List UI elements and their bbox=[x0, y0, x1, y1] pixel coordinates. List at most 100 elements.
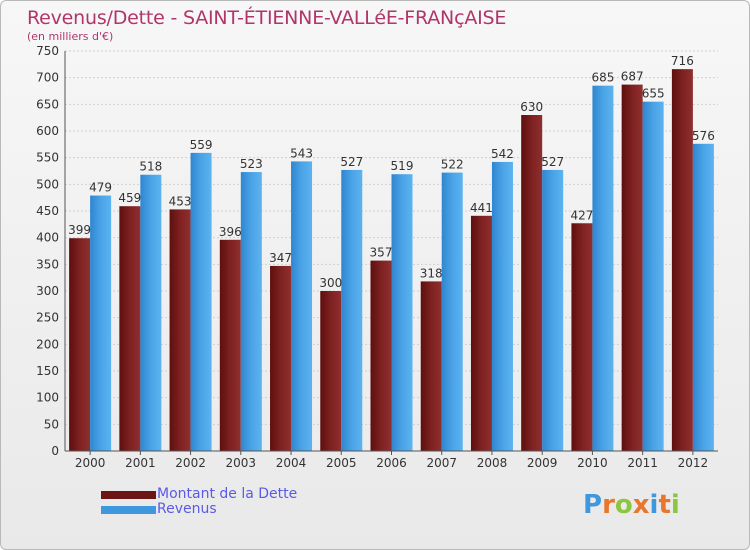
data-label-revenus: 479 bbox=[89, 181, 112, 195]
x-tick-label: 2002 bbox=[175, 456, 206, 470]
logo-letter: x bbox=[632, 490, 650, 520]
data-label-revenus: 685 bbox=[591, 71, 614, 85]
bar-dette bbox=[119, 206, 141, 451]
x-tick-label: 2006 bbox=[376, 456, 407, 470]
data-label-revenus: 543 bbox=[290, 146, 313, 160]
y-tick-label: 400 bbox=[36, 231, 59, 245]
data-label-dette: 300 bbox=[319, 276, 342, 290]
bar-revenus bbox=[592, 85, 614, 452]
x-tick-label: 2004 bbox=[276, 456, 307, 470]
bar-revenus bbox=[441, 172, 463, 451]
bar-dette bbox=[270, 265, 292, 451]
bar-revenus bbox=[140, 174, 162, 451]
bars-layer bbox=[69, 69, 714, 452]
y-tick-label: 250 bbox=[36, 311, 59, 325]
y-tick-label: 700 bbox=[36, 71, 59, 85]
bar-dette bbox=[320, 291, 342, 451]
x-tick-label: 2010 bbox=[577, 456, 608, 470]
legend-label-revenus: Revenus bbox=[157, 501, 217, 517]
data-label-dette: 357 bbox=[370, 246, 393, 260]
data-label-dette: 396 bbox=[219, 225, 242, 239]
logo-letter: P bbox=[583, 490, 603, 520]
y-tick-label: 150 bbox=[36, 364, 59, 378]
x-tick-label: 2008 bbox=[477, 456, 508, 470]
bar-revenus bbox=[542, 169, 564, 451]
legend-swatch-revenus bbox=[101, 506, 156, 514]
data-label-dette: 459 bbox=[118, 191, 141, 205]
data-label-revenus: 519 bbox=[391, 159, 414, 173]
x-tick-label: 2003 bbox=[226, 456, 257, 470]
data-label-dette: 716 bbox=[671, 54, 694, 68]
x-tick-label: 2012 bbox=[678, 456, 709, 470]
y-tick-label: 350 bbox=[36, 257, 59, 271]
data-label-revenus: 559 bbox=[190, 138, 213, 152]
bar-dette bbox=[219, 239, 241, 451]
data-label-dette: 441 bbox=[470, 201, 493, 215]
data-label-dette: 399 bbox=[68, 223, 91, 237]
data-label-revenus: 542 bbox=[491, 147, 514, 161]
bar-dette bbox=[521, 115, 543, 451]
bar-revenus bbox=[341, 169, 363, 451]
bar-dette bbox=[671, 69, 693, 451]
bar-dette bbox=[621, 84, 643, 451]
bar-dette bbox=[470, 215, 492, 451]
data-label-dette: 347 bbox=[269, 251, 292, 265]
y-tick-label: 750 bbox=[36, 44, 59, 58]
data-label-revenus: 523 bbox=[240, 157, 263, 171]
data-label-dette: 318 bbox=[420, 266, 443, 280]
x-tick-label: 2009 bbox=[527, 456, 558, 470]
x-tick-label: 2011 bbox=[627, 456, 658, 470]
data-label-dette: 687 bbox=[621, 70, 644, 84]
logo-letter: r bbox=[602, 490, 615, 520]
y-tick-label: 0 bbox=[51, 444, 59, 458]
x-tick-label: 2001 bbox=[125, 456, 156, 470]
data-label-dette: 630 bbox=[520, 100, 543, 114]
bar-dette bbox=[370, 260, 392, 451]
data-label-revenus: 518 bbox=[139, 160, 162, 174]
bar-revenus bbox=[291, 161, 313, 451]
logo-letter: i bbox=[670, 490, 680, 520]
bar-revenus bbox=[240, 172, 262, 452]
data-label-revenus: 576 bbox=[692, 129, 715, 143]
chart-title: Revenus/Dette - SAINT-ÉTIENNE-VALLéE-FRA… bbox=[27, 7, 507, 29]
y-tick-label: 50 bbox=[44, 417, 59, 431]
data-label-revenus: 527 bbox=[541, 155, 564, 169]
bar-revenus bbox=[642, 101, 664, 452]
logo-letter: o bbox=[614, 490, 633, 520]
y-tick-label: 200 bbox=[36, 337, 59, 351]
data-label-dette: 427 bbox=[570, 208, 593, 222]
bar-dette bbox=[571, 223, 593, 451]
chart-subtitle: (en milliers d'€) bbox=[27, 30, 114, 43]
y-tick-label: 650 bbox=[36, 97, 59, 111]
bar-dette bbox=[69, 238, 91, 451]
y-tick-label: 550 bbox=[36, 151, 59, 165]
bar-dette bbox=[169, 209, 191, 451]
x-tick-label: 2007 bbox=[426, 456, 457, 470]
data-label-revenus: 655 bbox=[642, 87, 665, 101]
y-tick-label: 450 bbox=[36, 204, 59, 218]
bar-revenus bbox=[190, 152, 212, 451]
legend-label-dette: Montant de la Dette bbox=[157, 486, 298, 502]
y-tick-label: 500 bbox=[36, 177, 59, 191]
bar-revenus bbox=[90, 195, 112, 451]
proxiti-logo: Proxiti bbox=[583, 490, 680, 520]
y-tick-label: 600 bbox=[36, 124, 59, 138]
logo-letter: i bbox=[649, 490, 659, 520]
x-tick-label: 2000 bbox=[75, 456, 106, 470]
y-tick-label: 300 bbox=[36, 284, 59, 298]
bar-revenus bbox=[491, 161, 513, 451]
axis-layer: 0 50 100 150 200 250 300 350 400 450 500 550 600 650 7… bbox=[36, 44, 718, 470]
x-tick-label: 2005 bbox=[326, 456, 357, 470]
data-label-dette: 453 bbox=[169, 194, 192, 208]
data-label-revenus: 527 bbox=[340, 155, 363, 169]
bar-dette bbox=[420, 281, 442, 451]
data-label-revenus: 522 bbox=[441, 158, 464, 172]
y-tick-label: 100 bbox=[36, 391, 59, 405]
legend-swatch-dette bbox=[101, 491, 156, 499]
labels-layer: 399 479 459 518 453 559 396 523 347 543 300 527 357 5… bbox=[68, 54, 715, 290]
bar-revenus bbox=[391, 174, 413, 451]
bar-revenus bbox=[692, 143, 714, 452]
logo-letter: t bbox=[658, 490, 671, 520]
